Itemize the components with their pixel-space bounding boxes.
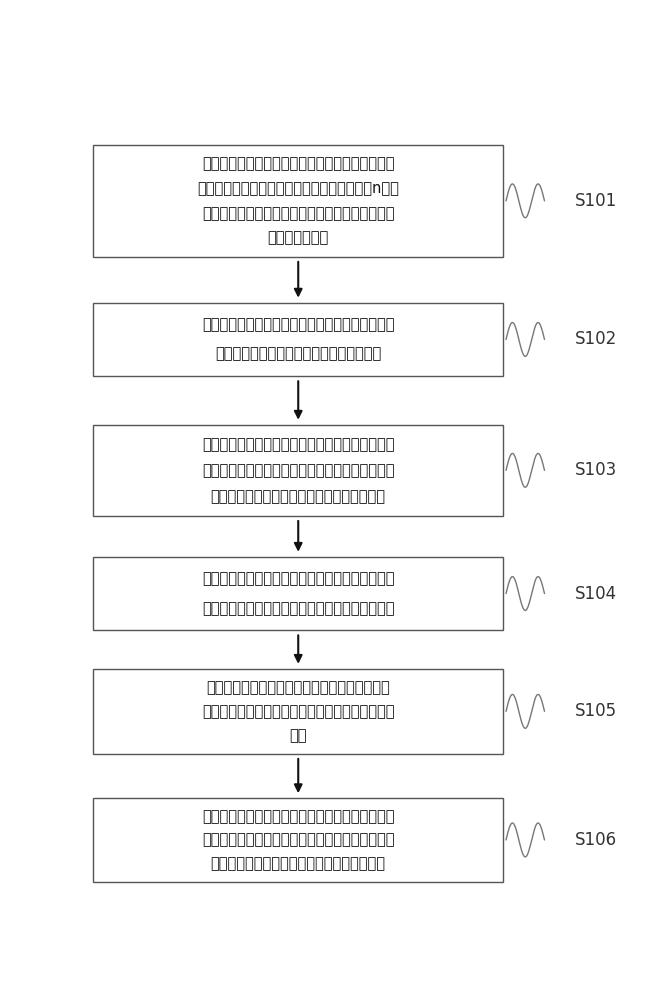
Text: 基于簇头和基站的位置信息，设定簇头到基站连接: 基于簇头和基站的位置信息，设定簇头到基站连接 xyxy=(202,571,395,586)
Text: 函数: 函数 xyxy=(289,728,307,743)
Text: 在等待时间结束后广播无缆地震仪当选簇头控制消: 在等待时间结束后广播无缆地震仪当选簇头控制消 xyxy=(202,317,395,332)
Text: 仪信息收集阶段: 仪信息收集阶段 xyxy=(267,231,329,246)
Text: 化、和的加权算术和，建立簇头路由形成方法目标: 化、和的加权算术和，建立簇头路由形成方法目标 xyxy=(202,704,395,719)
Text: 结合蚁群算法和遗传算法的搜索特性，组建帕累托: 结合蚁群算法和遗传算法的搜索特性，组建帕累托 xyxy=(202,809,395,824)
FancyBboxPatch shape xyxy=(93,425,504,516)
Text: 运行时间、基站等待连接时间和簇头等待连接时间: 运行时间、基站等待连接时间和簇头等待连接时间 xyxy=(202,601,395,616)
Text: 候选集合，以汉明距离为阈值更新该集合，实现最: 候选集合，以汉明距离为阈值更新该集合，实现最 xyxy=(202,832,395,847)
Text: S104: S104 xyxy=(575,585,618,603)
Text: S105: S105 xyxy=(575,702,618,720)
Text: 簇头根据等待候选无缆地震仪的控制信息创建调度: 簇头根据等待候选无缆地震仪的控制信息创建调度 xyxy=(202,437,395,452)
Text: 近无缆地震仪的平均剩余能量，得到邻近无缆地震: 近无缆地震仪的平均剩余能量，得到邻近无缆地震 xyxy=(202,206,395,221)
FancyBboxPatch shape xyxy=(93,557,504,630)
Text: S102: S102 xyxy=(575,330,618,348)
Text: 优化簇头路由形成，满足目标函数的约束条件: 优化簇头路由形成，满足目标函数的约束条件 xyxy=(211,856,386,871)
Text: S101: S101 xyxy=(575,192,618,210)
Text: 无缆地震仪在其通信范围内广播控制信息，同时接: 无缆地震仪在其通信范围内广播控制信息，同时接 xyxy=(202,156,395,171)
FancyBboxPatch shape xyxy=(93,303,504,376)
FancyBboxPatch shape xyxy=(93,145,504,257)
Text: 最小化簇头路由平均多跳延迟的目标简化为最小: 最小化簇头路由平均多跳延迟的目标简化为最小 xyxy=(207,680,390,695)
Text: 息，计算簇头竞争半径，得到簇头竞争阶段: 息，计算簇头竞争半径，得到簇头竞争阶段 xyxy=(215,347,381,362)
FancyBboxPatch shape xyxy=(93,798,504,882)
Text: 时间列表，并广播所述列表通知等待候选无缆地震: 时间列表，并广播所述列表通知等待候选无缆地震 xyxy=(202,463,395,478)
Text: S103: S103 xyxy=(575,461,618,479)
Text: 仪，簇成员选择阶段结束，完成对簇群的构建: 仪，簇成员选择阶段结束，完成对簇群的构建 xyxy=(211,489,386,504)
Text: S106: S106 xyxy=(575,831,618,849)
Text: 收邻近无缆地震仪的控制消息，通过公式计算n个邻: 收邻近无缆地震仪的控制消息，通过公式计算n个邻 xyxy=(197,181,399,196)
FancyBboxPatch shape xyxy=(93,669,504,754)
